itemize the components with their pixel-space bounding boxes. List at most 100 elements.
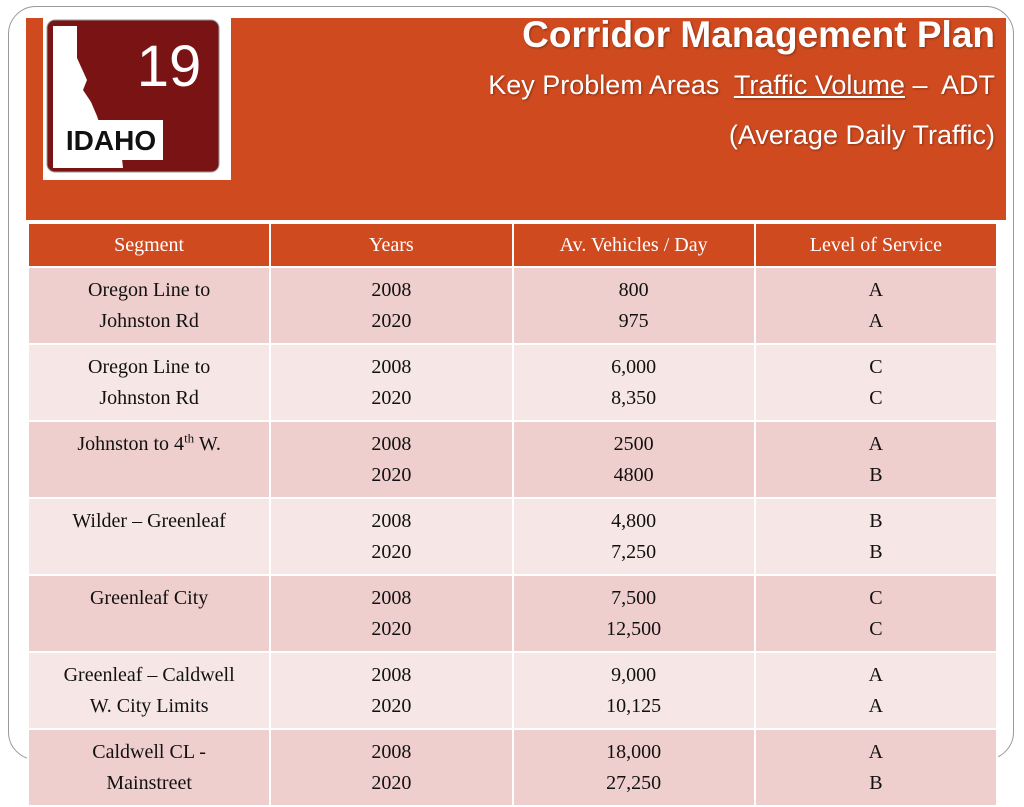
vehicles-line: 6,000	[514, 352, 754, 383]
los-line: C	[756, 614, 996, 645]
years-line: 2020	[271, 614, 511, 645]
vehicles-text: 7,250	[611, 541, 657, 563]
traffic-table: Segment Years Av. Vehicles / Day Level of S…	[26, 222, 999, 807]
route-sign: 19 IDAHO	[46, 19, 220, 173]
los-text: A	[868, 695, 884, 717]
los-text: B	[869, 541, 883, 563]
los-text: B	[869, 510, 883, 532]
vehicles-text: 2500	[613, 433, 654, 455]
column-header: Av. Vehicles / Day	[511, 222, 756, 268]
vehicles-cell: 4,800 7,250	[511, 497, 756, 576]
los-line: A	[756, 306, 996, 337]
years-line: 2008	[271, 506, 511, 537]
vehicles-line: 10,125	[514, 691, 754, 722]
vehicles-text: 10,125	[606, 695, 662, 717]
segment-text: Oregon Line to	[88, 356, 211, 378]
years-line: 2008	[271, 429, 511, 460]
vehicles-line: 2500	[514, 429, 754, 460]
logo: 19 IDAHO	[43, 18, 231, 180]
years-cell: 2008 2020	[269, 574, 514, 653]
table-row: Johnston to 4th W. 2008 2020 2500 4800 A B	[26, 420, 999, 499]
vehicles-line: 7,250	[514, 537, 754, 568]
segment-cell: Oregon Line to Johnston Rd	[26, 343, 272, 422]
vehicles-text: 12,500	[606, 618, 662, 640]
table-row: Wilder – Greenleaf 2008 2020 4,800 7,250 B B	[26, 497, 999, 576]
los-text: C	[869, 618, 883, 640]
table-body: Oregon Line to Johnston Rd 2008 2020 800 975 A…	[26, 266, 999, 807]
segment-cell: Greenleaf – Caldwell W. City Limits	[26, 651, 272, 730]
los-line: B	[756, 506, 996, 537]
vehicles-text: 4,800	[611, 510, 657, 532]
subtitle-link: Traffic Volume	[733, 70, 905, 100]
los-text: A	[868, 433, 884, 455]
los-text: C	[869, 356, 883, 378]
los-line: B	[756, 460, 996, 491]
column-header: Segment	[26, 222, 272, 268]
subtitle: Key Problem Areas Traffic Volume – ADT	[488, 70, 995, 101]
years-cell: 2008 2020	[269, 651, 514, 730]
vehicles-line: 4,800	[514, 506, 754, 537]
los-text: A	[868, 741, 884, 763]
years-text: 2020	[371, 695, 412, 717]
segment-text: Mainstreet	[106, 772, 192, 794]
state-name: IDAHO	[66, 125, 156, 156]
segment-line: Johnston to 4th W.	[29, 429, 269, 460]
segment-text: Oregon Line to	[88, 279, 211, 301]
subtitle-tail: – ADT	[912, 70, 995, 100]
vehicles-line: 800	[514, 275, 754, 306]
segment-line: Mainstreet	[29, 768, 269, 799]
years-text: 2008	[371, 741, 412, 763]
years-line: 2020	[271, 383, 511, 414]
years-text: 2020	[371, 310, 412, 332]
years-text: 2008	[371, 664, 412, 686]
table-row: Greenleaf City 2008 2020 7,500 12,500 C C	[26, 574, 999, 653]
table-row: Oregon Line to Johnston Rd 2008 2020 6,000 8,…	[26, 343, 999, 422]
segment-line: Johnston Rd	[29, 383, 269, 414]
segment-line: Oregon Line to	[29, 275, 269, 306]
vehicles-text: 4800	[613, 464, 654, 486]
los-line: A	[756, 660, 996, 691]
years-line: 2008	[271, 660, 511, 691]
years-cell: 2008 2020	[269, 497, 514, 576]
column-header: Level of Service	[753, 222, 999, 268]
years-text: 2020	[371, 464, 412, 486]
years-line: 2008	[271, 737, 511, 768]
segment-text: Caldwell CL -	[92, 741, 206, 763]
los-line: A	[756, 429, 996, 460]
segment-line: Greenleaf – Caldwell	[29, 660, 269, 691]
vehicles-text: 6,000	[611, 356, 657, 378]
vehicles-line: 27,250	[514, 768, 754, 799]
vehicles-text: 8,350	[611, 387, 657, 409]
segment-line: Greenleaf City	[29, 583, 269, 614]
segment-text: Greenleaf – Caldwell	[63, 664, 235, 686]
segment-text: Johnston Rd	[99, 310, 199, 332]
los-text: C	[869, 587, 883, 609]
vehicles-text: 27,250	[606, 772, 662, 794]
segment-superscript: th	[184, 430, 195, 446]
los-line: C	[756, 583, 996, 614]
years-cell: 2008 2020	[269, 343, 514, 422]
segment-tail: W.	[198, 433, 221, 455]
years-text: 2008	[371, 433, 412, 455]
los-line: C	[756, 383, 996, 414]
los-text: A	[868, 310, 884, 332]
los-line: B	[756, 768, 996, 799]
years-line: 2008	[271, 583, 511, 614]
years-cell: 2008 2020	[269, 420, 514, 499]
los-line: A	[756, 691, 996, 722]
subtitle-lead: Key Problem Areas	[488, 70, 720, 100]
vehicles-text: 7,500	[611, 587, 657, 609]
years-text: 2008	[371, 279, 412, 301]
vehicles-text: 800	[618, 279, 649, 301]
slide: 19 IDAHO Corridor Management Plan Key Pr…	[8, 6, 1014, 807]
header-row: Segment Years Av. Vehicles / Day Level of S…	[26, 222, 999, 268]
vehicles-line: 8,350	[514, 383, 754, 414]
years-text: 2020	[371, 618, 412, 640]
vehicles-text: 18,000	[606, 741, 662, 763]
los-text: A	[868, 664, 884, 686]
los-text: B	[869, 464, 883, 486]
